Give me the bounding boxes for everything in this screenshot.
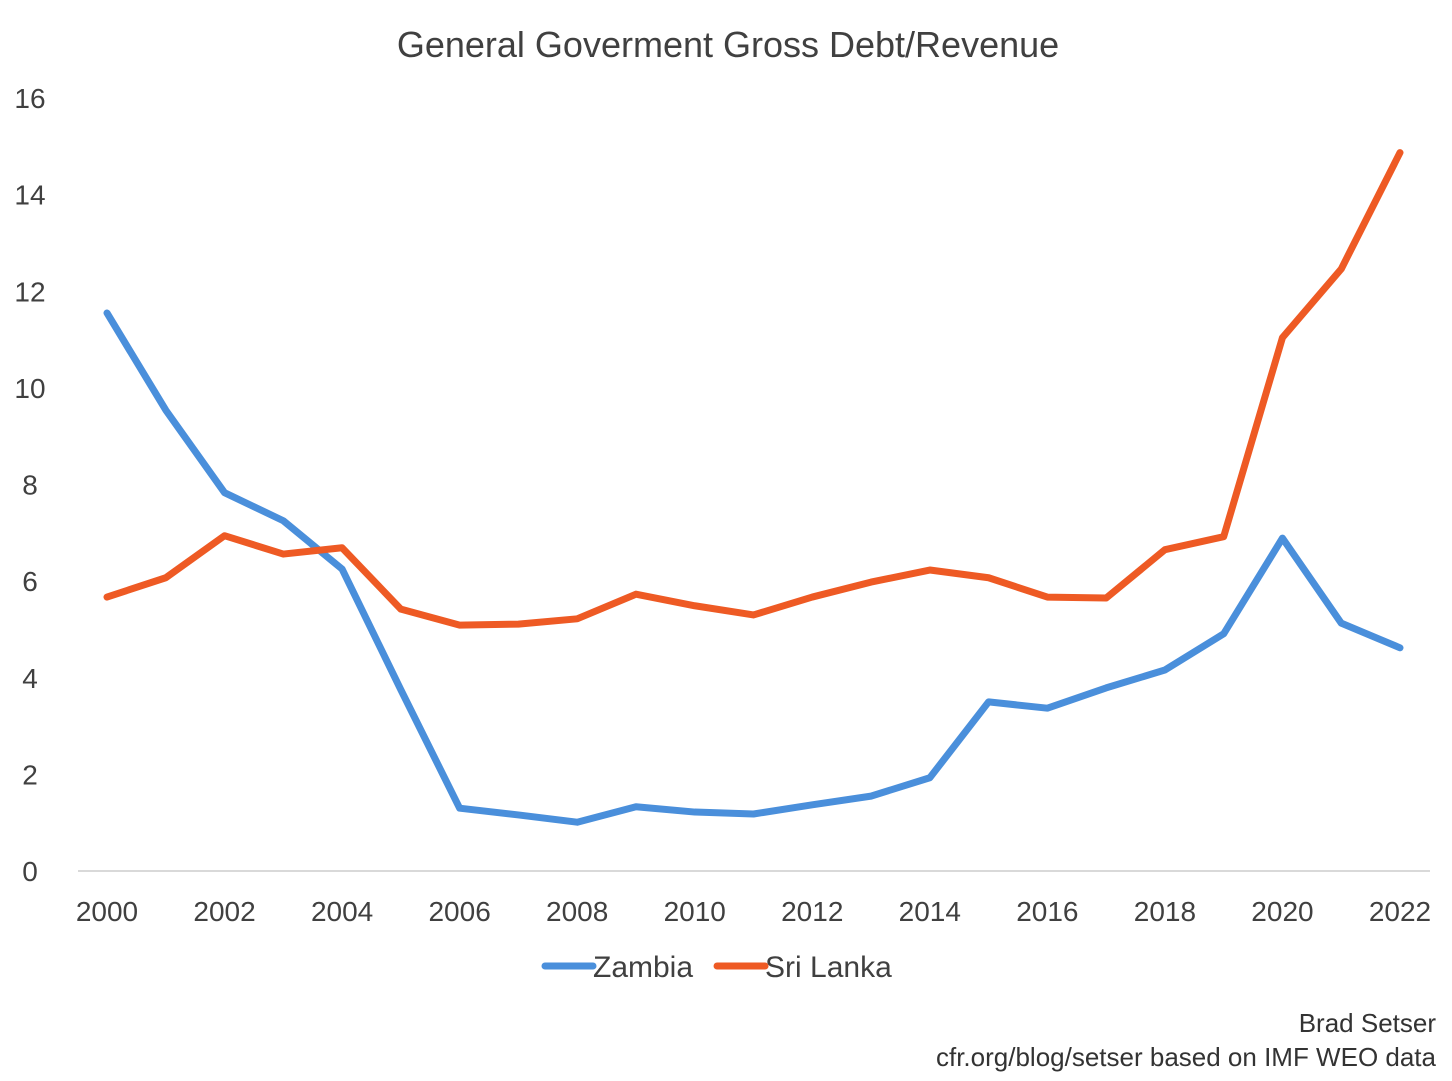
legend-label: Sri Lanka — [765, 951, 892, 984]
credit-author: Brad Setser — [1298, 1008, 1436, 1038]
y-tick-label: 16 — [14, 83, 45, 114]
series-line-sri-lanka — [103, 149, 1404, 629]
y-axis-ticks: 0 2 4 6 8 10 12 14 16 — [14, 83, 45, 887]
y-tick-label: 8 — [22, 470, 38, 501]
y-tick-label: 10 — [14, 373, 45, 404]
series-lines — [103, 149, 1404, 826]
series-line-zambia — [103, 309, 1404, 826]
x-tick-label: 2006 — [428, 896, 490, 927]
x-tick-label: 2012 — [781, 896, 843, 927]
x-axis-ticks: 2000 2002 2004 2006 2008 2010 2012 2014 2016 2018… — [76, 896, 1431, 927]
y-tick-label: 4 — [22, 663, 38, 694]
chart: General Goverment Gross Debt/Revenue 0 2 4… — [14, 24, 1431, 984]
x-tick-label: 2004 — [311, 896, 373, 927]
x-tick-label: 2018 — [1134, 896, 1196, 927]
legend: Zambia Sri Lanka — [541, 951, 892, 984]
x-tick-label: 2008 — [546, 896, 608, 927]
x-tick-label: 2000 — [76, 896, 138, 927]
y-tick-label: 2 — [22, 759, 38, 790]
y-tick-label: 12 — [14, 276, 45, 307]
x-tick-label: 2016 — [1016, 896, 1078, 927]
x-tick-label: 2020 — [1251, 896, 1313, 927]
x-tick-label: 2014 — [899, 896, 961, 927]
x-tick-label: 2010 — [664, 896, 726, 927]
legend-label: Zambia — [593, 951, 693, 984]
credit-source: cfr.org/blog/setser based on IMF WEO dat… — [935, 1042, 1436, 1072]
y-tick-label: 14 — [14, 180, 45, 211]
x-tick-label: 2022 — [1369, 896, 1431, 927]
y-tick-label: 0 — [22, 856, 38, 887]
y-tick-label: 6 — [22, 566, 38, 597]
x-tick-label: 2002 — [193, 896, 255, 927]
chart-title: General Goverment Gross Debt/Revenue — [397, 24, 1059, 65]
